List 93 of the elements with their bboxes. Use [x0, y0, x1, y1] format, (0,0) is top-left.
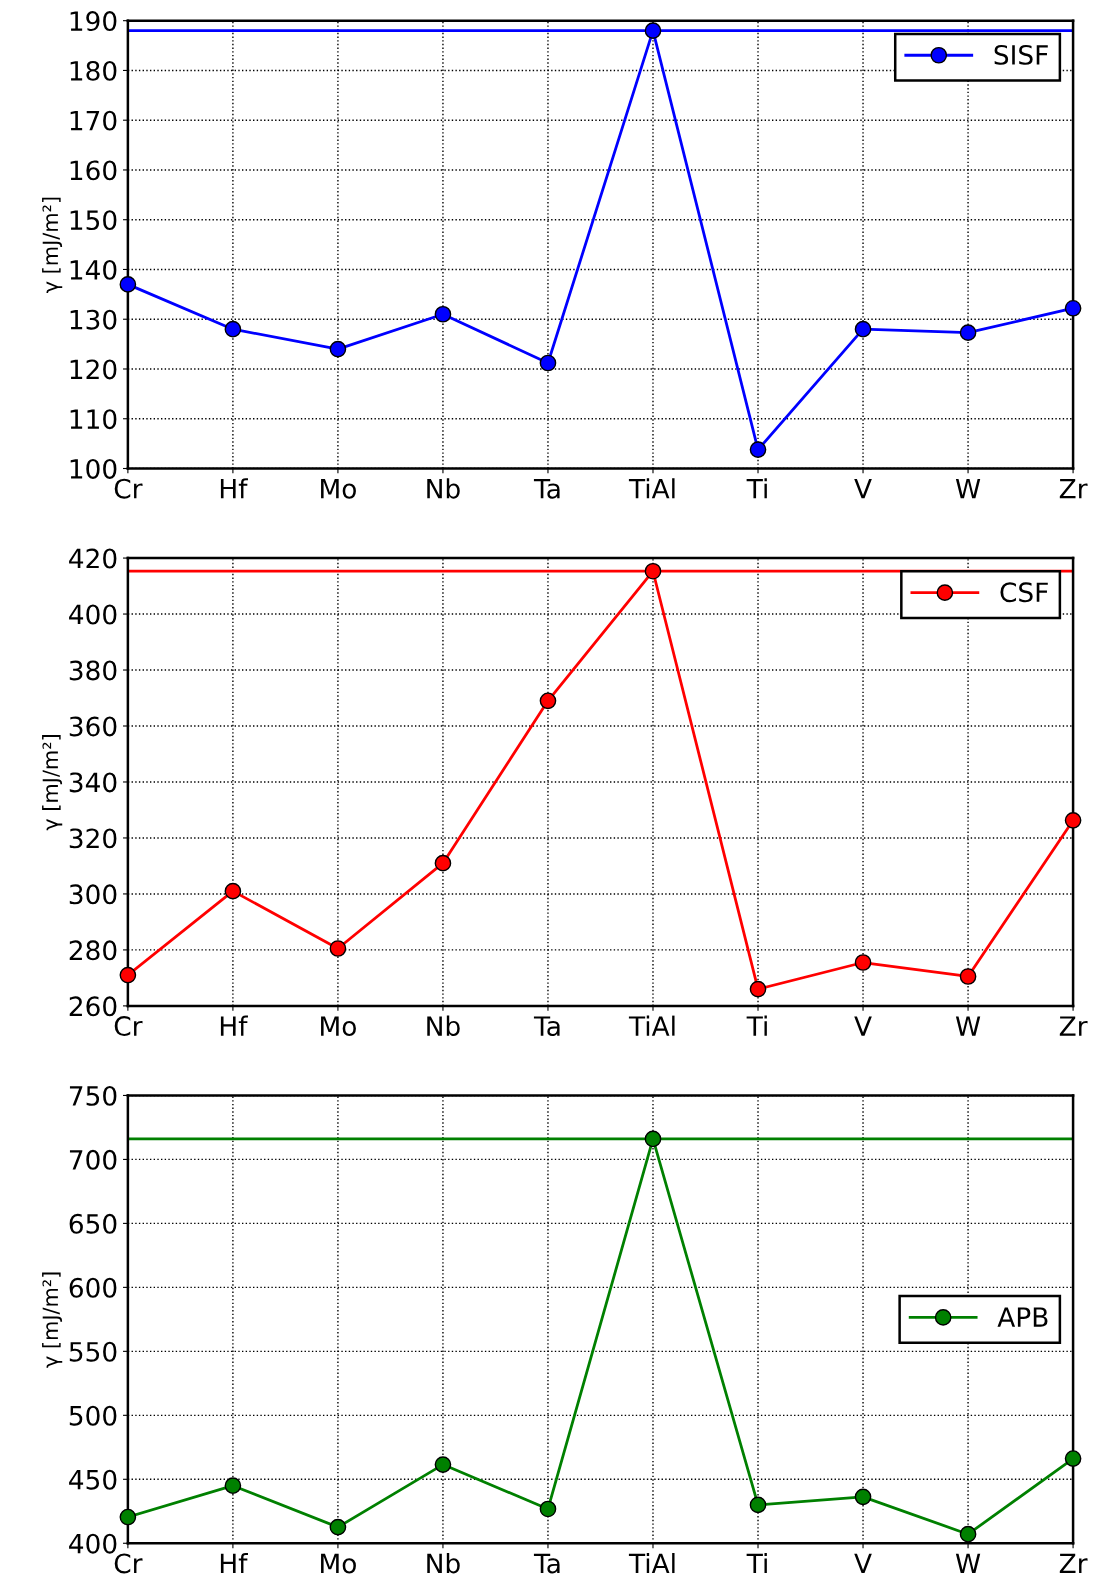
y-tick-label: 130	[70, 309, 117, 330]
x-tick-label: Nb	[427, 1552, 460, 1574]
x-tick-label: Mo	[321, 1553, 356, 1574]
legend-label: CSF	[1000, 582, 1048, 603]
point	[329, 940, 347, 957]
x-tick-label: Hf	[220, 1552, 248, 1574]
y-tick-label: 160	[70, 160, 117, 181]
y-tick-label: 320	[69, 828, 117, 849]
y-tick-label: 450	[69, 1469, 117, 1490]
x-tick-label: Zr	[1059, 1016, 1088, 1036]
point	[224, 320, 242, 338]
y-tick-label: 750	[69, 1085, 117, 1106]
x-tick-label: TiAl	[628, 478, 675, 499]
x-tick-label: Ta	[533, 1553, 560, 1574]
x-tick-label: Mo	[321, 1016, 356, 1037]
point	[854, 954, 872, 971]
point	[959, 968, 977, 985]
y-tick-label: 120	[70, 359, 117, 380]
y-tick-label: 650	[69, 1213, 117, 1234]
x-tick-label: W	[955, 479, 981, 499]
y-axis-title: γ [mJ/m²]	[42, 735, 63, 831]
x-tick-label: V	[854, 479, 872, 499]
y-axis-title: γ [mJ/m²]	[42, 197, 63, 293]
y-tick-label: 150	[70, 210, 117, 231]
x-tick-label: W	[955, 1016, 981, 1036]
y-tick-label: 700	[69, 1149, 117, 1170]
point	[119, 276, 137, 293]
legend-label: APB	[997, 1307, 1048, 1327]
x-tick-label: Ta	[533, 1016, 560, 1037]
y-tick-label: 340	[69, 772, 117, 793]
point	[749, 1496, 767, 1514]
y-tick-label: 300	[69, 884, 117, 905]
x-tick-label: TiAl	[628, 1552, 675, 1574]
point	[434, 1456, 452, 1473]
x-tick-label: Cr	[114, 478, 143, 499]
x-tick-label: Mo	[321, 479, 356, 499]
point	[644, 1130, 662, 1148]
y-tick-label: 600	[69, 1277, 117, 1298]
x-tick-label: Zr	[1059, 1553, 1088, 1574]
x-tick-label: Nb	[427, 1015, 460, 1037]
point	[539, 354, 557, 372]
x-tick-label: V	[854, 1016, 872, 1036]
y-tick-label: 360	[69, 716, 117, 737]
point	[224, 882, 242, 900]
point	[434, 854, 452, 872]
x-tick-label: Ta	[533, 479, 560, 499]
y-tick-label: 140	[70, 259, 117, 280]
y-tick-label: 400	[69, 604, 117, 625]
x-tick-label: Zr	[1059, 479, 1088, 499]
point	[749, 441, 767, 458]
point	[224, 1477, 242, 1495]
point	[1064, 811, 1082, 829]
x-tick-label: Hf	[220, 1015, 248, 1036]
x-tick-label: Ti	[746, 1015, 767, 1036]
point	[1064, 1450, 1082, 1467]
y-tick-label: 420	[69, 548, 117, 569]
point	[854, 1488, 872, 1506]
y-tick-label: 180	[70, 60, 117, 81]
point	[539, 692, 557, 710]
point	[119, 966, 137, 984]
y-tick-label: 500	[69, 1405, 117, 1426]
x-tick-label: V	[854, 1553, 872, 1574]
x-tick-label: Ti	[746, 1552, 767, 1574]
y-tick-label: 110	[70, 409, 117, 430]
y-tick-label: 170	[70, 110, 117, 131]
point	[329, 1518, 347, 1536]
y-tick-label: 190	[70, 11, 117, 32]
point	[749, 980, 767, 998]
y-tick-label: 280	[69, 940, 117, 961]
point	[119, 1508, 137, 1526]
point	[959, 1525, 977, 1543]
point	[329, 340, 347, 358]
x-tick-label: Hf	[220, 478, 248, 499]
x-tick-label: W	[955, 1553, 981, 1574]
x-tick-label: TiAl	[628, 1015, 675, 1036]
y-axis-title: γ [mJ/m²]	[42, 1272, 63, 1368]
point	[959, 324, 977, 341]
y-tick-label: 550	[69, 1341, 117, 1362]
x-tick-label: Ti	[746, 478, 767, 499]
point	[644, 22, 662, 39]
y-tick-label: 100	[70, 458, 117, 479]
y-tick-label: 260	[69, 996, 117, 1017]
x-tick-label: Nb	[427, 478, 460, 499]
x-tick-label: Cr	[114, 1553, 143, 1574]
y-tick-label: 400	[69, 1533, 117, 1554]
legend-label: SISF	[994, 44, 1048, 65]
x-tick-label: Cr	[114, 1016, 143, 1037]
y-tick-label: 380	[69, 660, 117, 681]
point	[434, 305, 452, 323]
point	[1064, 299, 1082, 317]
point	[854, 320, 872, 338]
point	[539, 1500, 557, 1518]
point	[644, 562, 662, 580]
